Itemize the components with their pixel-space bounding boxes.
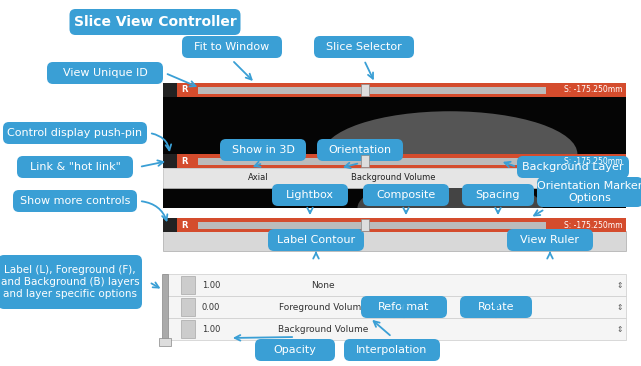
Text: Link & "hot link": Link & "hot link" bbox=[29, 162, 121, 172]
Text: S: -175.250mm: S: -175.250mm bbox=[563, 220, 622, 229]
Text: Lightbox: Lightbox bbox=[286, 190, 334, 200]
Bar bbox=[163, 83, 626, 97]
Text: R: R bbox=[181, 220, 187, 229]
Bar bbox=[163, 154, 626, 168]
Bar bbox=[163, 296, 626, 318]
FancyBboxPatch shape bbox=[220, 139, 306, 161]
Bar bbox=[163, 231, 626, 251]
Bar bbox=[163, 188, 626, 208]
Text: S: -175.250mm: S: -175.250mm bbox=[563, 157, 622, 165]
Bar bbox=[163, 274, 626, 296]
FancyBboxPatch shape bbox=[182, 36, 282, 58]
Bar bbox=[163, 154, 177, 168]
Text: Show in 3D: Show in 3D bbox=[231, 145, 294, 155]
FancyBboxPatch shape bbox=[507, 229, 593, 251]
Text: Background Volume: Background Volume bbox=[351, 173, 435, 183]
Ellipse shape bbox=[322, 111, 578, 197]
Text: S: -175.250mm: S: -175.250mm bbox=[563, 86, 622, 94]
Text: Spacing: Spacing bbox=[476, 190, 520, 200]
Text: 1.00: 1.00 bbox=[202, 325, 221, 333]
Bar bbox=[159, 338, 171, 346]
Text: Orientation Marker
Options: Orientation Marker Options bbox=[537, 181, 641, 203]
Text: View Unique ID: View Unique ID bbox=[63, 68, 147, 78]
Text: Slice Selector: Slice Selector bbox=[326, 42, 402, 52]
Bar bbox=[361, 84, 369, 96]
Text: ⇕: ⇕ bbox=[617, 280, 623, 290]
FancyBboxPatch shape bbox=[314, 36, 414, 58]
FancyBboxPatch shape bbox=[272, 184, 348, 206]
FancyBboxPatch shape bbox=[3, 122, 147, 144]
Bar bbox=[162, 274, 168, 340]
Bar bbox=[361, 219, 369, 231]
Text: Rotate: Rotate bbox=[478, 302, 514, 312]
Bar bbox=[163, 97, 626, 154]
Bar bbox=[163, 168, 626, 188]
FancyBboxPatch shape bbox=[317, 139, 403, 161]
Text: None: None bbox=[311, 280, 335, 290]
Text: Composite: Composite bbox=[376, 190, 436, 200]
Bar bbox=[163, 83, 177, 97]
Text: Orientation: Orientation bbox=[328, 145, 392, 155]
Text: 1.00: 1.00 bbox=[202, 280, 221, 290]
FancyBboxPatch shape bbox=[361, 296, 447, 318]
Text: Foreground Volume: Foreground Volume bbox=[279, 303, 367, 311]
Text: Reformat: Reformat bbox=[378, 302, 429, 312]
Bar bbox=[163, 218, 626, 232]
FancyBboxPatch shape bbox=[69, 9, 240, 35]
Text: ⇕: ⇕ bbox=[617, 303, 623, 311]
Text: Fit to Window: Fit to Window bbox=[194, 42, 270, 52]
Bar bbox=[361, 155, 369, 167]
FancyBboxPatch shape bbox=[17, 156, 133, 178]
Text: Label (L), Foreground (F),
and Background (B) layers
and layer specific options: Label (L), Foreground (F), and Backgroun… bbox=[1, 265, 139, 299]
Bar bbox=[181, 298, 195, 316]
Text: R: R bbox=[181, 157, 187, 165]
Bar bbox=[163, 218, 177, 232]
Text: ⇕: ⇕ bbox=[615, 173, 622, 183]
Text: Slice View Controller: Slice View Controller bbox=[74, 15, 237, 29]
Bar bbox=[198, 157, 546, 164]
FancyBboxPatch shape bbox=[517, 156, 629, 178]
Text: Show more controls: Show more controls bbox=[20, 196, 130, 206]
Bar bbox=[181, 320, 195, 338]
FancyBboxPatch shape bbox=[363, 184, 449, 206]
FancyBboxPatch shape bbox=[462, 184, 534, 206]
Bar bbox=[163, 318, 626, 340]
Ellipse shape bbox=[358, 178, 543, 238]
Text: Axial: Axial bbox=[247, 173, 269, 183]
Text: Control display push-pin: Control display push-pin bbox=[8, 128, 142, 138]
Text: ⇕: ⇕ bbox=[617, 325, 623, 333]
Text: Label Contour: Label Contour bbox=[277, 235, 355, 245]
Text: Opacity: Opacity bbox=[274, 345, 317, 355]
Bar bbox=[198, 86, 546, 93]
FancyBboxPatch shape bbox=[268, 229, 364, 251]
FancyBboxPatch shape bbox=[255, 339, 335, 361]
FancyBboxPatch shape bbox=[13, 190, 137, 212]
Text: Background Volume: Background Volume bbox=[278, 325, 368, 333]
Text: Interpolation: Interpolation bbox=[356, 345, 428, 355]
Text: R: R bbox=[181, 86, 187, 94]
Text: View Ruler: View Ruler bbox=[520, 235, 579, 245]
Text: 0.00: 0.00 bbox=[202, 303, 221, 311]
Text: Background Layer: Background Layer bbox=[522, 162, 624, 172]
FancyBboxPatch shape bbox=[0, 255, 142, 309]
FancyBboxPatch shape bbox=[47, 62, 163, 84]
FancyBboxPatch shape bbox=[460, 296, 532, 318]
Bar bbox=[198, 221, 546, 228]
FancyBboxPatch shape bbox=[344, 339, 440, 361]
FancyBboxPatch shape bbox=[537, 177, 641, 207]
Bar bbox=[181, 276, 195, 294]
